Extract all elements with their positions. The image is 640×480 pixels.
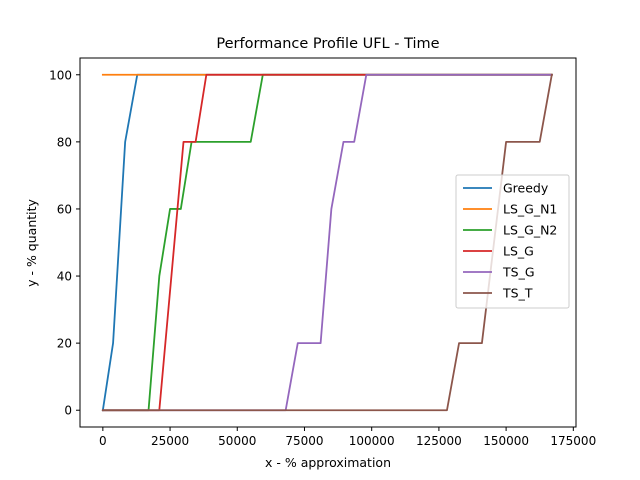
x-axis: 0 25000 50000 75000 100000 125000 150000 175000 [99, 427, 596, 448]
x-tick-label: 150000 [483, 434, 529, 448]
legend: Greedy LS_G_N1 LS_G_N2 LS_G TS_G TS_T [455, 174, 570, 309]
series-line-ls-g-n2 [101, 73, 553, 412]
chart-title: Performance Profile UFL - Time [216, 36, 439, 52]
x-axis-label: x - % approximation [265, 455, 391, 470]
y-tick-label: 60 [57, 202, 72, 216]
x-tick-label: 75000 [285, 434, 323, 448]
y-tick-label: 100 [49, 68, 72, 82]
x-tick-label: 175000 [550, 434, 596, 448]
x-tick-label: 50000 [218, 434, 256, 448]
legend-label-ls-g-n1: LS_G_N1 [503, 202, 557, 217]
y-tick-label: 40 [57, 270, 72, 284]
x-tick-label: 0 [99, 434, 107, 448]
y-axis: 0 20 40 60 80 100 [49, 68, 80, 418]
legend-label-ls-g: LS_G [503, 244, 534, 259]
y-tick-label: 20 [57, 337, 72, 351]
legend-label-ts-t: TS_T [502, 286, 533, 301]
legend-label-ts-g: TS_G [502, 265, 535, 280]
series-line-ts-g [101, 73, 553, 412]
legend-label-greedy: Greedy [503, 181, 549, 196]
y-axis-label: y - % quantity [24, 198, 39, 286]
axes-frame [79, 57, 577, 428]
plot-area [79, 57, 577, 428]
x-tick-label: 100000 [349, 434, 395, 448]
y-tick-label: 0 [64, 404, 72, 418]
x-tick-label: 25000 [151, 434, 189, 448]
y-tick-label: 80 [57, 135, 72, 149]
series-line-ts-t [101, 73, 553, 412]
x-tick-label: 125000 [416, 434, 462, 448]
legend-label-ls-g-n2: LS_G_N2 [503, 223, 557, 238]
